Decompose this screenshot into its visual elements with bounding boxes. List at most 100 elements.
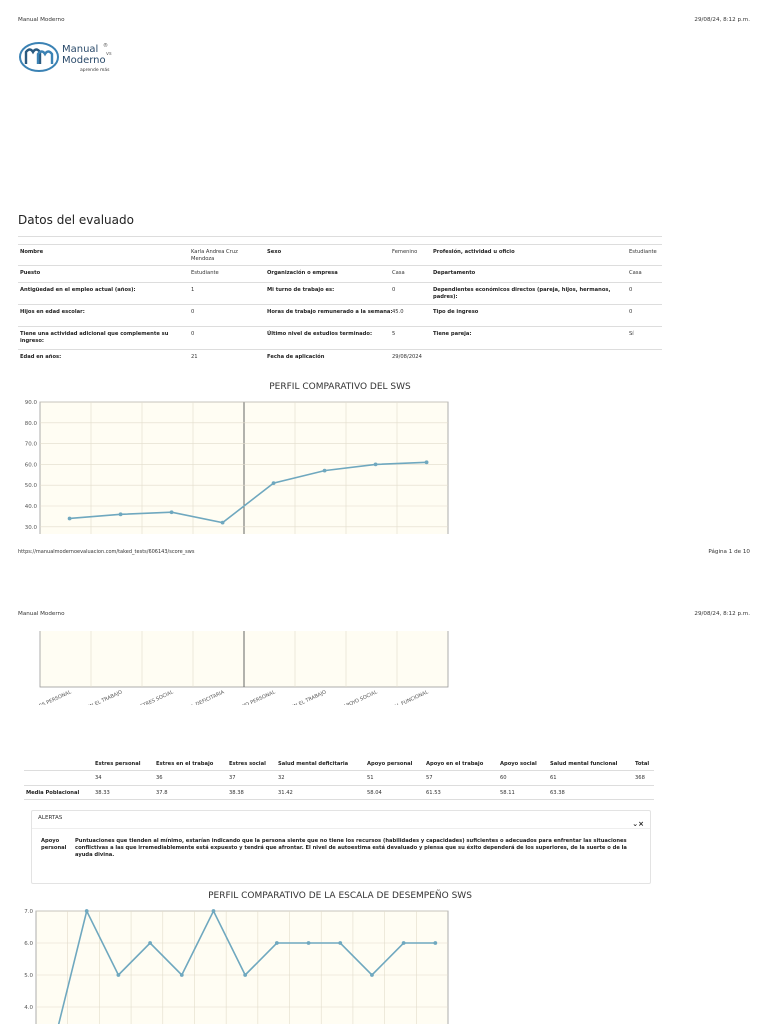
field-value: 29/08/2024 (392, 354, 422, 360)
table-cell: 58.11 (500, 790, 515, 796)
field-value: Estudiante (629, 249, 657, 255)
data-point (148, 941, 152, 945)
divider (24, 785, 654, 786)
data-point (67, 516, 72, 521)
data-point (433, 941, 438, 945)
field-label: Antigüedad en el empleo actual (años): (20, 287, 136, 293)
alerts-title: ALERTAS (38, 815, 63, 821)
divider (32, 828, 650, 829)
table-header: Salud mental funcional (550, 761, 618, 767)
table-header: Apoyo en el trabajo (426, 761, 484, 767)
field-value: 0 (191, 331, 195, 337)
table-cell: 37.8 (156, 790, 168, 796)
divider (18, 304, 662, 305)
table-header: Apoyo personal (367, 761, 413, 767)
field-value: Casa (629, 270, 642, 276)
table-cell: 60 (500, 775, 507, 781)
y-tick-label: 40.0 (25, 504, 38, 510)
field-label: Último nivel de estudios terminado: (267, 331, 373, 337)
field-label: Tipo de ingreso (433, 309, 479, 315)
chart2-title: PERFIL COMPARATIVO DE LA ESCALA DE DESEM… (208, 891, 472, 901)
performance-scale-chart: 4.0 5.0 6.0 7.0 (24, 908, 449, 1024)
table-cell: 57 (426, 775, 433, 781)
divider (24, 770, 654, 771)
x-tick-label: ESTRES EN EL TRABAJO (67, 689, 123, 705)
field-label: Nombre (20, 249, 44, 255)
data-point (211, 909, 216, 913)
table-header: Apoyo social (500, 761, 537, 767)
data-point (401, 941, 406, 945)
alerts-panel: ALERTAS ⌄× Apoyo personal Puntuaciones q… (31, 810, 651, 884)
table-cell: 368 (635, 775, 645, 781)
table-cell: 61.53 (426, 790, 441, 796)
y-tick-label: 7.0 (24, 909, 33, 915)
page-header-left: Manual Moderno (18, 17, 65, 23)
field-value: 0 (629, 309, 633, 315)
table-header: Salud mental deficitaria (278, 761, 349, 767)
series-line (69, 461, 427, 524)
divider (18, 349, 662, 350)
alerts-controls[interactable]: ⌄× (632, 820, 644, 828)
logo-registered: ® (103, 43, 108, 49)
data-point (169, 510, 174, 515)
table-cell: 31.42 (278, 790, 293, 796)
field-value: 0 (629, 287, 633, 293)
logo-mark-icon (19, 42, 59, 72)
divider (18, 236, 662, 237)
table-header: Estres social (229, 761, 266, 767)
page2-header-left: Manual Moderno (18, 611, 65, 617)
divider (18, 326, 662, 327)
x-tick-label: APOYO SOCIAL (343, 689, 379, 705)
x-tick-label: ESTRES PERSONAL (27, 689, 73, 705)
field-label: Profesión, actividad u oficio (433, 249, 515, 255)
field-label: Organización o empresa (267, 270, 338, 276)
field-label: Departamento (433, 270, 476, 276)
table-cell: 61 (550, 775, 557, 781)
chart1-title: PERFIL COMPARATIVO DEL SWS (269, 382, 411, 392)
section-title-evaluado: Datos del evaluado (18, 213, 134, 227)
alert-text: Puntuaciones que tienden al mínimo, esta… (75, 838, 627, 858)
logo-tagline: aprende más (80, 68, 110, 73)
divider (18, 282, 662, 283)
field-label: Dependientes económicos directos (pareja… (433, 287, 611, 300)
field-label: Tiene una actividad adicional que comple… (20, 331, 169, 344)
divider (18, 265, 662, 266)
x-tick-label: APOYO EN EL TRABAJO (274, 689, 328, 705)
field-value: Casa (392, 270, 405, 276)
x-tick-label: APOYO PERSONAL (233, 689, 277, 705)
field-label: Puesto (20, 270, 41, 276)
field-value: Sí (629, 331, 634, 337)
y-tick-label: 90.0 (25, 400, 38, 406)
field-value: Estudiante (191, 270, 219, 276)
data-point (220, 520, 225, 525)
data-point (306, 941, 311, 945)
data-point (424, 460, 429, 465)
x-tick-label: ESTRES SOCIAL (136, 689, 174, 705)
y-tick-label: 50.0 (25, 483, 38, 489)
table-cell: 38.38 (229, 790, 244, 796)
field-value: 5 (392, 331, 396, 337)
table-cell: 63.38 (550, 790, 565, 796)
data-point (271, 481, 276, 486)
footer-url: https://manualmodernoevaluacion.com/take… (18, 549, 195, 555)
field-value: 1 (191, 287, 195, 293)
field-label: Fecha de aplicación (267, 354, 325, 360)
field-label: Sexo (267, 249, 282, 255)
divider (24, 799, 654, 800)
table-header: Estres en el trabajo (156, 761, 214, 767)
data-point (179, 973, 184, 977)
table-cell: 32 (278, 775, 285, 781)
y-tick-label: 5.0 (24, 973, 33, 979)
data-point (118, 512, 123, 517)
field-label: Horas de trabajo remunerado a la semana: (267, 309, 393, 315)
footer-page: Página 1 de 10 (708, 549, 750, 555)
alert-label: Apoyo personal (41, 838, 67, 851)
table-cell: 38.33 (95, 790, 110, 796)
logo-suffix: vs (106, 51, 112, 57)
table-cell: 51 (367, 775, 374, 781)
table-cell: 58.04 (367, 790, 382, 796)
y-tick-label: 6.0 (24, 941, 33, 947)
field-value: Femenino (392, 249, 418, 255)
y-tick-label: 30.0 (25, 525, 38, 531)
table-cell: Media Poblacional (26, 790, 80, 796)
